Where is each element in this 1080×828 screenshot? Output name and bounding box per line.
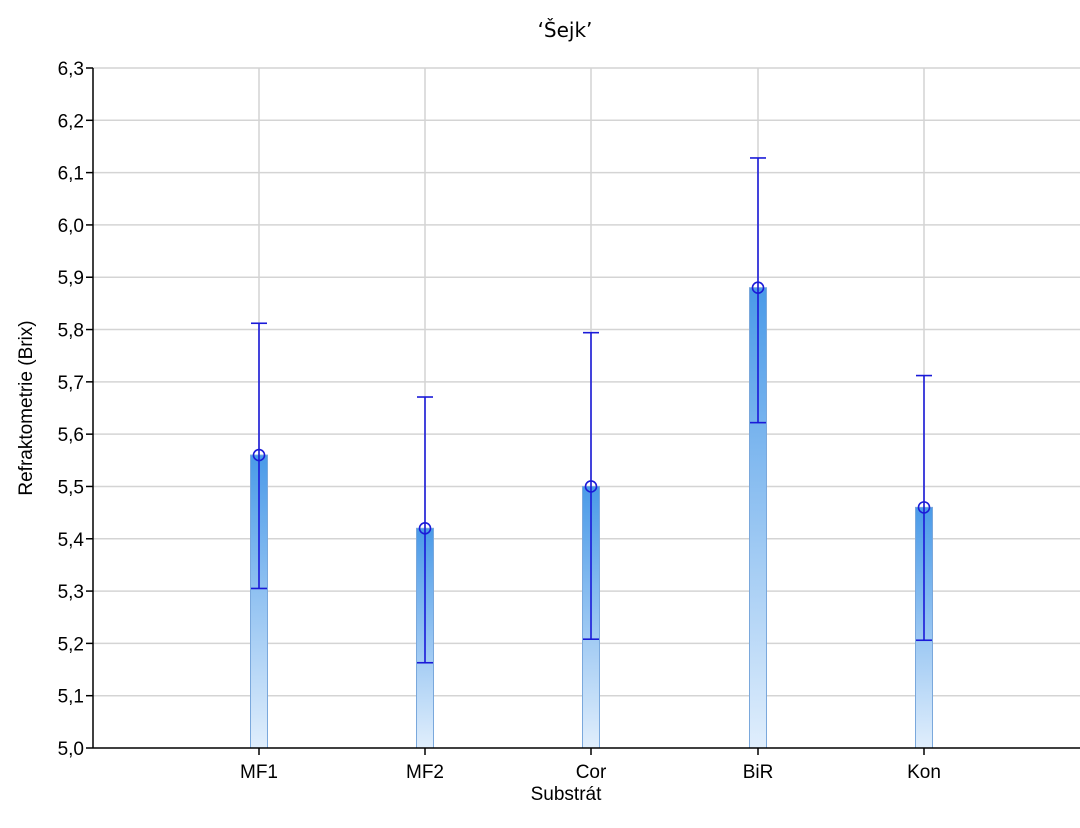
y-tick-label: 5,3: [58, 582, 84, 603]
y-tick-label: 5,6: [58, 425, 84, 446]
mean-point: [252, 448, 266, 462]
mean-point: [418, 522, 432, 535]
x-tick-label: Kon: [907, 762, 941, 783]
chart-title: ‘Šejk’: [538, 18, 593, 42]
x-tick-label: MF2: [406, 762, 444, 783]
x-axis-label: Substrát: [531, 784, 602, 805]
y-tick-label: 6,2: [58, 111, 84, 132]
y-tick-label: 5,8: [58, 321, 84, 342]
x-ticks: MF1 MF2 Cor BiR Kon: [240, 748, 941, 783]
mean-point: [584, 480, 598, 493]
y-tick-label: 5,4: [58, 530, 85, 551]
error-bars: [251, 157, 932, 664]
y-tick-label: 5,2: [58, 634, 84, 655]
y-tick-label: 5,5: [58, 477, 84, 498]
mean-point: [751, 281, 765, 294]
y-axis-label: Refraktometrie (Brix): [16, 320, 37, 495]
y-tick-label: 6,0: [58, 216, 84, 237]
y-tick-label: 5,1: [58, 687, 84, 708]
x-tick-label: MF1: [240, 762, 278, 783]
y-ticks: 5,0 5,1 5,2 5,3 5,4 5,5 5,6 5,7 5,8 5,9 6,0 6,1 6,2 6…: [58, 59, 93, 760]
x-tick-label: BiR: [743, 762, 774, 783]
y-tick-label: 5,0: [58, 739, 84, 760]
y-tick-label: 6,1: [58, 164, 84, 185]
mean-point: [917, 501, 931, 514]
y-tick-label: 6,3: [58, 59, 84, 80]
y-tick-label: 5,9: [58, 268, 84, 289]
y-tick-label: 5,7: [58, 373, 84, 394]
x-tick-label: Cor: [576, 762, 607, 783]
axes: [92, 68, 1080, 749]
